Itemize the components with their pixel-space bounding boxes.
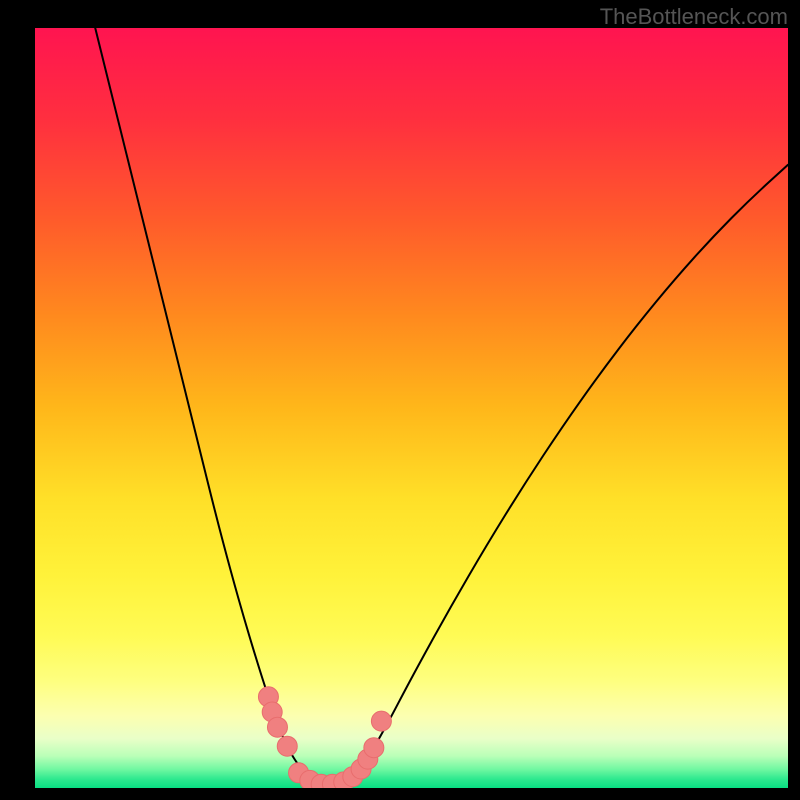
bottleneck-chart bbox=[0, 0, 800, 800]
chart-frame: TheBottleneck.com bbox=[0, 0, 800, 800]
data-marker bbox=[371, 711, 391, 731]
data-marker bbox=[364, 738, 384, 758]
data-marker bbox=[267, 717, 287, 737]
watermark-text: TheBottleneck.com bbox=[600, 4, 788, 30]
data-marker bbox=[277, 736, 297, 756]
plot-background bbox=[35, 28, 788, 788]
